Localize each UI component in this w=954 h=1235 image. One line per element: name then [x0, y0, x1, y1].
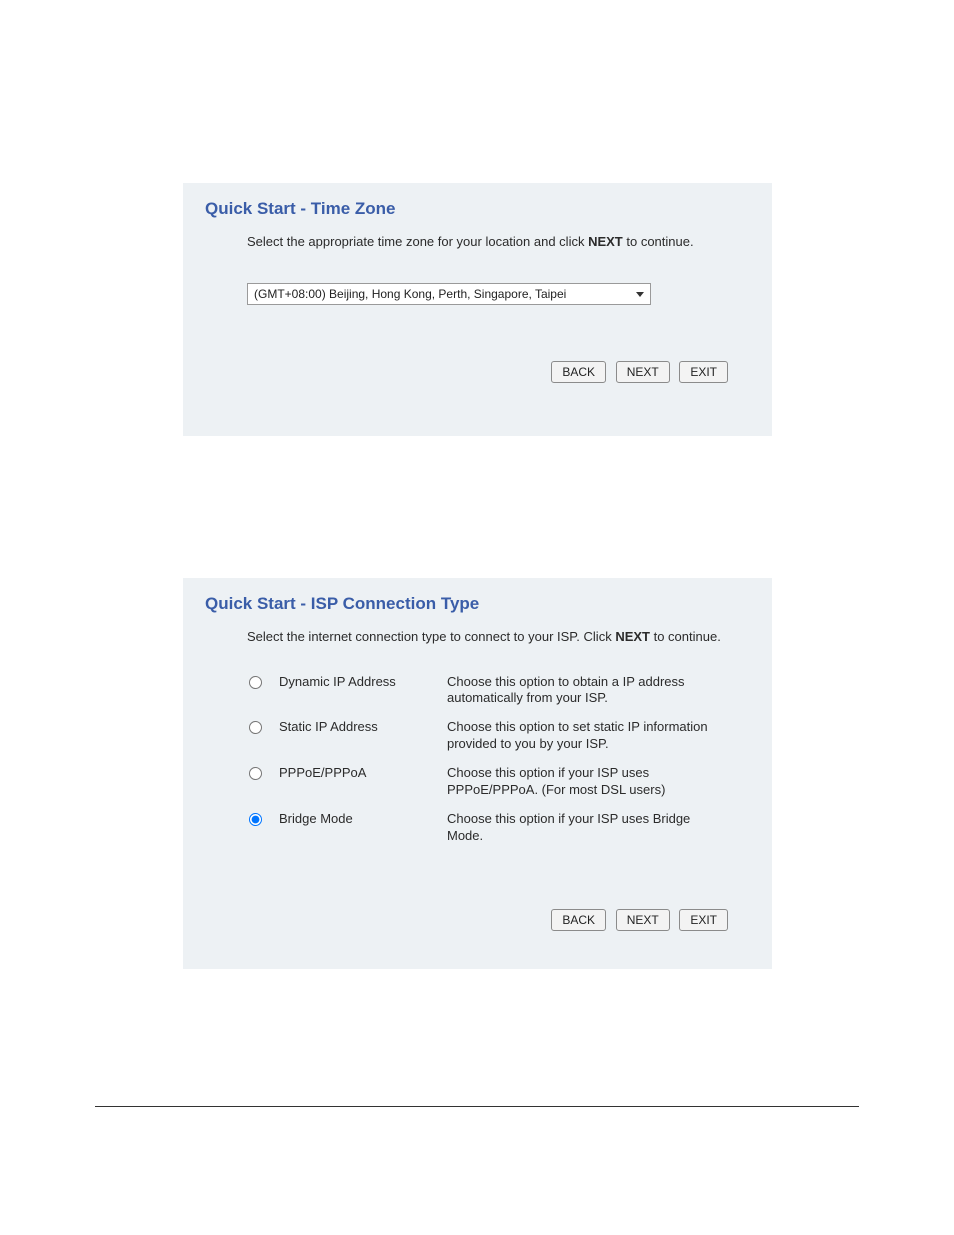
desc-static-ip: Choose this option to set static IP info… — [443, 713, 750, 759]
label-bridge-mode: Bridge Mode — [275, 805, 443, 851]
label-pppoe: PPPoE/PPPoA — [275, 759, 443, 805]
instr-suffix: to continue. — [650, 629, 721, 644]
radio-dynamic-ip[interactable] — [249, 676, 262, 689]
quick-start-isp-panel: Quick Start - ISP Connection Type Select… — [183, 578, 772, 969]
instr-text: Select the internet connection type to c… — [247, 629, 615, 644]
isp-options-table: Dynamic IP Address Choose this option to… — [205, 668, 750, 851]
instr-suffix: to continue. — [623, 234, 694, 249]
quick-start-timezone-panel: Quick Start - Time Zone Select the appro… — [183, 183, 772, 436]
back-button[interactable]: BACK — [551, 361, 606, 383]
back-button[interactable]: BACK — [551, 909, 606, 931]
next-button[interactable]: NEXT — [616, 909, 670, 931]
desc-pppoe: Choose this option if your ISP uses PPPo… — [443, 759, 750, 805]
timezone-button-row: BACK NEXT EXIT — [205, 361, 750, 383]
desc-bridge-mode: Choose this option if your ISP uses Brid… — [443, 805, 750, 851]
radio-static-ip[interactable] — [249, 721, 262, 734]
option-row-bridge: Bridge Mode Choose this option if your I… — [205, 805, 750, 851]
option-row-static: Static IP Address Choose this option to … — [205, 713, 750, 759]
timezone-instructions: Select the appropriate time zone for you… — [205, 233, 750, 251]
radio-bridge-mode[interactable] — [249, 813, 262, 826]
timezone-selected-value: (GMT+08:00) Beijing, Hong Kong, Perth, S… — [254, 287, 566, 301]
radio-pppoe[interactable] — [249, 767, 262, 780]
exit-button[interactable]: EXIT — [679, 361, 728, 383]
isp-instructions: Select the internet connection type to c… — [205, 628, 750, 646]
panel-title-isp: Quick Start - ISP Connection Type — [205, 594, 750, 614]
timezone-select[interactable]: (GMT+08:00) Beijing, Hong Kong, Perth, S… — [247, 283, 651, 305]
option-row-pppoe: PPPoE/PPPoA Choose this option if your I… — [205, 759, 750, 805]
instr-text: Select the appropriate time zone for you… — [247, 234, 588, 249]
footer-rule — [95, 1106, 859, 1107]
panel-title-timezone: Quick Start - Time Zone — [205, 199, 750, 219]
exit-button[interactable]: EXIT — [679, 909, 728, 931]
next-button[interactable]: NEXT — [616, 361, 670, 383]
option-row-dynamic: Dynamic IP Address Choose this option to… — [205, 668, 750, 714]
instr-bold: NEXT — [588, 234, 623, 249]
isp-button-row: BACK NEXT EXIT — [205, 909, 750, 931]
desc-dynamic-ip: Choose this option to obtain a IP addres… — [443, 668, 750, 714]
instr-bold: NEXT — [615, 629, 650, 644]
label-static-ip: Static IP Address — [275, 713, 443, 759]
label-dynamic-ip: Dynamic IP Address — [275, 668, 443, 714]
chevron-down-icon — [632, 286, 648, 302]
